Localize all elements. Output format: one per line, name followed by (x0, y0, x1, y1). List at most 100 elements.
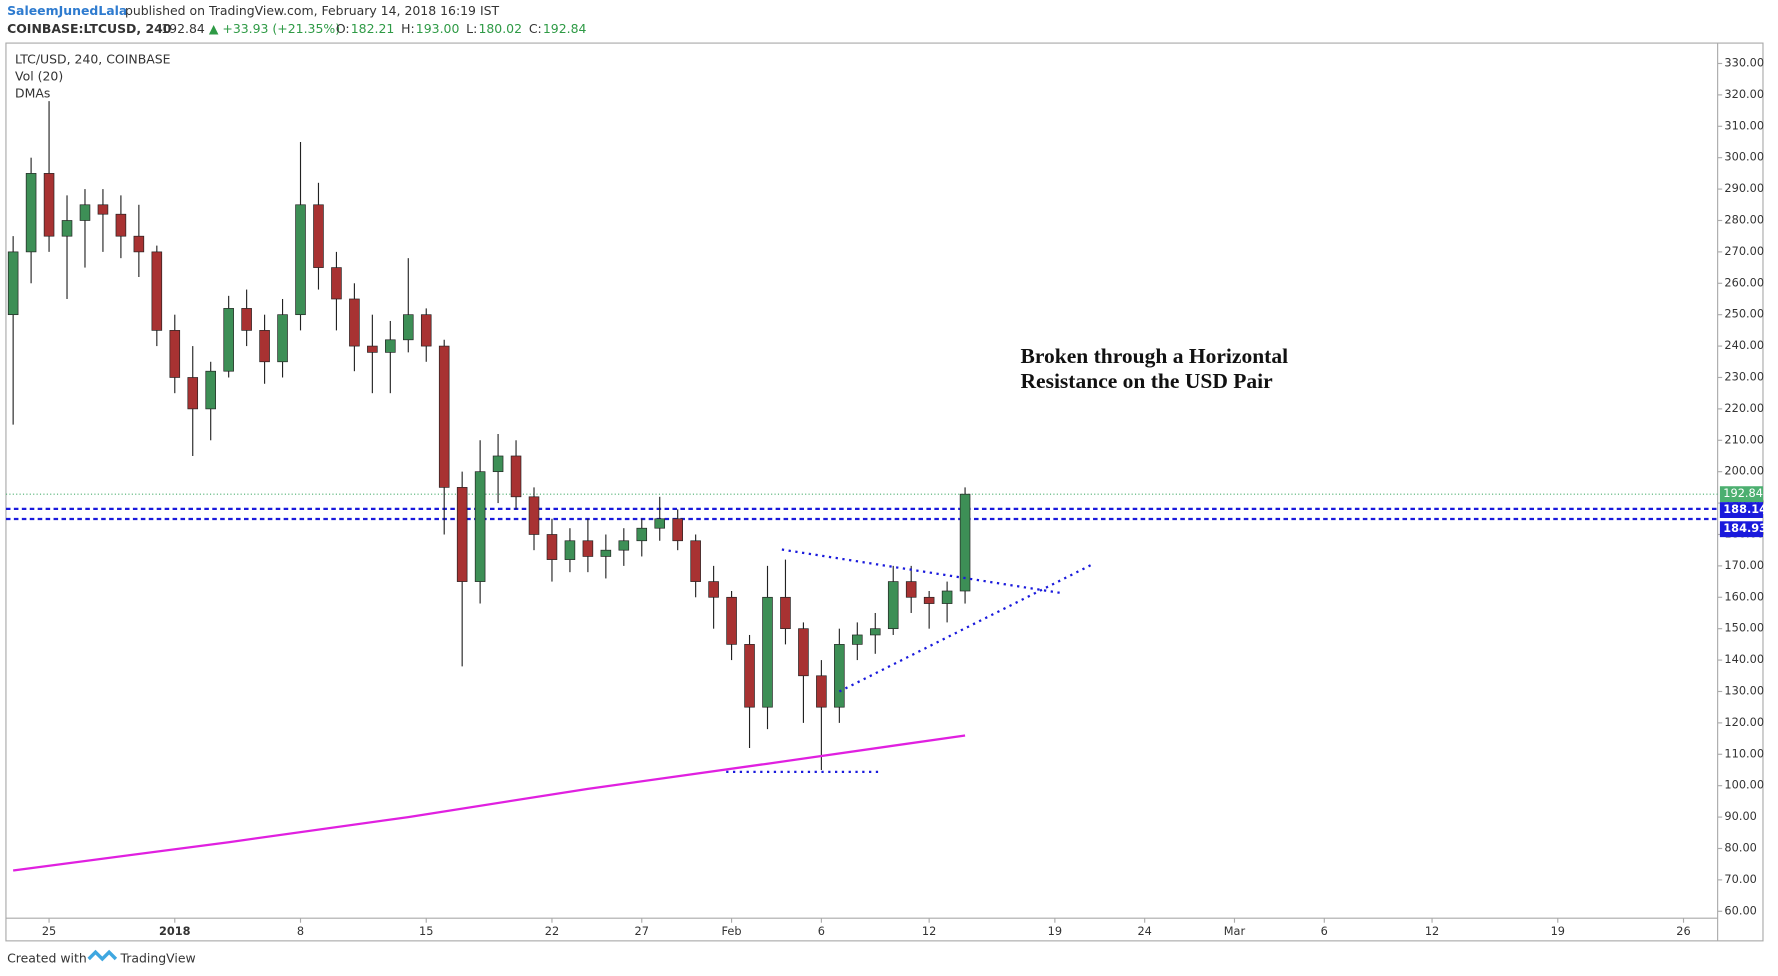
candle-body (582, 540, 594, 557)
candle-body (223, 308, 234, 372)
y-tick-label: 80.00 (1724, 840, 1756, 854)
candle-body (528, 496, 540, 535)
x-tick-label: 12 (922, 924, 936, 938)
legend-indicator: DMAs (15, 86, 50, 101)
candle-body (385, 339, 396, 353)
x-tick-label: 26 (1676, 924, 1690, 938)
candle-body (25, 173, 37, 253)
candle-body (97, 204, 109, 215)
level-tag (1719, 521, 1763, 538)
candle-body (492, 455, 504, 473)
x-tick-label: Mar (1224, 924, 1246, 938)
y-tick-label: 270.00 (1724, 244, 1764, 258)
footer-created: Created with (7, 950, 87, 965)
x-tick-label: 25 (42, 924, 56, 938)
candle-body (780, 596, 791, 630)
x-tick-label: 27 (635, 924, 649, 938)
y-tick-label: 230.00 (1724, 369, 1764, 383)
x-tick-label: 15 (419, 924, 433, 938)
candle-body (834, 644, 845, 708)
candle-body (295, 204, 306, 316)
candle-body (852, 634, 863, 645)
y-tick-label: 160.00 (1724, 589, 1764, 603)
ohlc-value: 192.84 (543, 21, 587, 36)
candle-body (61, 220, 73, 237)
candle-body (402, 314, 414, 341)
candle-body (259, 330, 270, 363)
y-tick-label: 300.00 (1724, 150, 1764, 164)
candle-body (690, 540, 701, 582)
candle-body (816, 675, 827, 708)
candle-body (798, 628, 809, 677)
x-tick-label: 22 (545, 924, 559, 938)
dma-line (12, 734, 966, 872)
y-tick-label: 90.00 (1724, 809, 1756, 823)
y-tick-label: 220.00 (1724, 401, 1764, 415)
candle-body (726, 596, 737, 645)
candle-body (133, 235, 145, 253)
x-tick-label: 2018 (159, 924, 191, 938)
y-tick-label: 260.00 (1724, 275, 1764, 289)
y-tick-label: 290.00 (1724, 181, 1764, 195)
y-tick-label: 120.00 (1724, 715, 1764, 729)
x-tick-label: 6 (1321, 924, 1328, 938)
x-tick-label: 24 (1137, 924, 1151, 938)
x-tick-label: 6 (818, 924, 825, 938)
candle-body (115, 213, 127, 237)
y-tick-label: 240.00 (1724, 338, 1764, 352)
ohlc-label: O: (336, 21, 350, 36)
candle-body (869, 628, 881, 636)
last-price: 192.84 (161, 21, 205, 36)
y-tick-label: 110.00 (1724, 746, 1764, 760)
candle-body (474, 471, 486, 582)
candle-body (708, 581, 719, 598)
frame (5, 42, 1764, 942)
candle-body (618, 540, 630, 551)
author[interactable]: SaleemJunedLala (7, 3, 127, 18)
candle-body (420, 314, 432, 347)
price-tag (1719, 486, 1763, 503)
candle-body (456, 487, 468, 582)
y-tick-label: 170.00 (1724, 558, 1764, 572)
legend-title: LTC/USD, 240, COINBASE (15, 52, 171, 67)
annotation: Broken through a Horizontal Resistance on… (1020, 344, 1288, 393)
y-tick-label: 140.00 (1724, 652, 1764, 666)
candle-body (672, 518, 683, 542)
symbol: COINBASE:LTCUSD, 240 (7, 21, 172, 36)
annotation-line: Broken through a Horizontal (1020, 344, 1288, 368)
candle-body (762, 596, 773, 708)
candle-body (510, 455, 522, 498)
ohlc-label: L: (466, 21, 477, 36)
x-tick-label: 8 (297, 924, 304, 938)
candle-body (187, 377, 199, 410)
candle-body (43, 173, 55, 237)
annotation-line: Resistance on the USD Pair (1020, 369, 1273, 393)
ohlc-value: 182.21 (351, 21, 395, 36)
legend-indicator: Vol (20) (15, 69, 63, 84)
y-tick-label: 60.00 (1724, 903, 1756, 917)
level-tag-label: 184.93 (1723, 521, 1767, 535)
candle-body (887, 581, 899, 630)
logo (87, 949, 118, 962)
y-tick-label: 210.00 (1724, 432, 1764, 446)
ohlc-value: 193.00 (416, 21, 460, 36)
candle-body (654, 518, 666, 529)
x-tick-label: 19 (1048, 924, 1062, 938)
candle-body (636, 527, 648, 542)
candle-body (241, 308, 252, 331)
trendline (781, 548, 1061, 595)
y-tick-label: 250.00 (1724, 307, 1764, 321)
candle-body (923, 596, 935, 604)
candle-body (367, 345, 378, 353)
y-tick-label: 330.00 (1724, 55, 1764, 69)
published: published on TradingView.com, February 1… (125, 3, 500, 18)
y-tick-label: 310.00 (1724, 118, 1764, 132)
candle-body (79, 204, 91, 221)
candle-body (151, 251, 163, 331)
x-tick-label: Feb (722, 924, 742, 938)
y-tick-label: 200.00 (1724, 464, 1764, 478)
candle-body (205, 370, 216, 410)
x-tick-label: 19 (1551, 924, 1565, 938)
footer-brand[interactable]: TradingView (119, 950, 195, 965)
